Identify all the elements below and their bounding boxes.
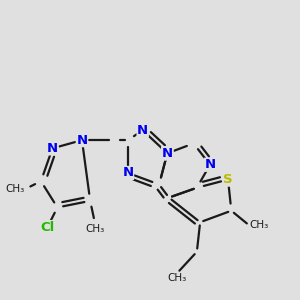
Text: N: N	[137, 124, 148, 137]
Text: N: N	[47, 142, 58, 155]
Text: N: N	[162, 147, 173, 160]
Text: S: S	[223, 173, 233, 186]
Text: CH₃: CH₃	[85, 224, 105, 234]
Text: N: N	[76, 134, 88, 147]
Text: N: N	[162, 147, 173, 160]
Text: N: N	[204, 158, 216, 171]
Text: Cl: Cl	[40, 220, 55, 234]
Text: CH₃: CH₃	[5, 184, 25, 194]
Text: CH₃: CH₃	[167, 273, 187, 283]
Text: CH₃: CH₃	[249, 220, 268, 230]
Text: N: N	[122, 167, 134, 179]
